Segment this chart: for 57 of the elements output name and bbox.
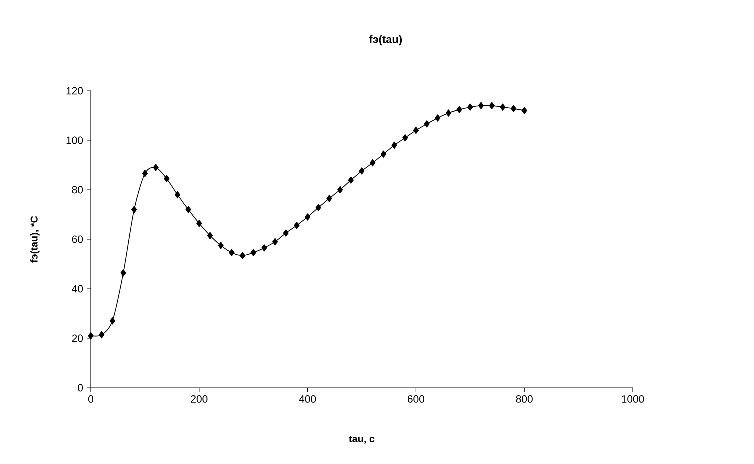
y-tick-label: 120 [66,87,84,95]
point [316,204,322,212]
y-tick-label: 60 [72,236,84,244]
point [262,244,268,252]
point [272,238,278,246]
point [489,102,495,110]
point [283,230,289,237]
y-tick-label: 100 [66,136,84,144]
point [229,249,235,256]
x-tick-label: 800 [516,396,533,403]
point [392,142,398,150]
point [120,270,126,277]
point [164,175,170,182]
point [370,159,376,167]
point [402,134,408,142]
point [468,104,474,111]
point [142,170,148,178]
point [522,107,528,114]
point [305,214,311,221]
point [456,106,462,114]
point [500,104,506,111]
y-tick-label: 0 [78,384,84,392]
y-tick-label: 80 [72,186,84,194]
point [99,331,105,339]
point [338,186,344,194]
x-tick-label: 0 [88,396,94,403]
x-tick-label: 1000 [622,396,644,403]
point [218,242,224,250]
chart-title: fэ(tau) [369,35,402,46]
point [186,206,192,214]
y-axis-title: fэ(tau), *C [30,216,40,263]
x-tick-label: 600 [408,396,425,403]
point [435,114,441,122]
point [424,120,430,128]
point [174,191,181,199]
point [132,206,138,214]
point [478,102,484,110]
x-tick-label: 200 [191,396,208,403]
point [153,164,159,172]
point [196,220,202,228]
point [359,168,365,175]
point [413,127,420,134]
point [446,110,452,117]
point [240,252,246,260]
point [207,232,214,240]
point [88,332,94,340]
point [326,195,332,202]
point [510,105,517,112]
point [294,222,300,230]
point [250,249,256,256]
y-tick-label: 40 [72,285,84,293]
point [110,318,116,325]
x-tick-label: 400 [299,396,316,403]
y-tick-label: 20 [72,334,84,342]
point [380,150,386,158]
x-axis-title: tau, c [349,436,375,444]
point [348,176,354,184]
